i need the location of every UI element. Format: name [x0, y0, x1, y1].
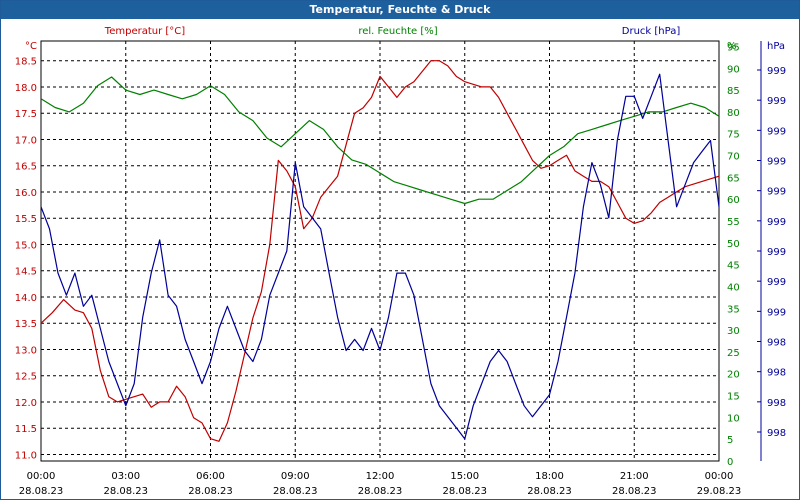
temperature-series-line — [40, 60, 720, 442]
x-tick-time: 18:00 — [535, 471, 564, 482]
pressure-tick-label: 999 — [767, 277, 786, 288]
temperature-tick-label: 16.5 — [15, 162, 37, 173]
humidity-series-line — [40, 76, 720, 205]
x-tick-date: 28.08.23 — [527, 486, 572, 497]
x-tick-date: 28.08.23 — [188, 486, 233, 497]
x-tick-time: 06:00 — [196, 471, 225, 482]
x-tick-date: 28.08.23 — [273, 486, 318, 497]
temperature-tick-label: 13.5 — [15, 319, 37, 330]
temperature-tick-label: 12.0 — [15, 398, 37, 409]
humidity-tick-label: 30 — [727, 326, 740, 337]
x-tick-date: 28.08.23 — [442, 486, 487, 497]
temperature-tick-label: 14.0 — [15, 293, 37, 304]
x-tick-date: 28.08.23 — [612, 486, 657, 497]
x-tick-time: 09:00 — [281, 471, 310, 482]
x-tick-date: 28.08.23 — [103, 486, 148, 497]
x-tick-date: 28.08.23 — [358, 486, 403, 497]
x-tick-time: 00:00 — [705, 471, 734, 482]
temperature-tick-label: 18.5 — [15, 57, 37, 68]
temperature-tick-label: 12.5 — [15, 372, 37, 383]
pressure-tick-label: 998 — [767, 338, 786, 349]
x-tick-date: 28.08.23 — [19, 486, 64, 497]
humidity-tick-label: 95 — [727, 42, 740, 53]
humidity-tick-label: 55 — [727, 217, 740, 228]
pressure-tick-label: 998 — [767, 428, 786, 439]
x-tick-time: 12:00 — [366, 471, 395, 482]
x-tick-time: 00:00 — [27, 471, 56, 482]
temperature-tick-label: 18.0 — [15, 83, 37, 94]
x-tick-date: 29.08.23 — [697, 486, 742, 497]
chart-title: Temperatur, Feuchte & Druck — [1, 1, 799, 19]
legend-temperature: Temperatur [°C] — [104, 26, 185, 37]
temperature-tick-label: 17.5 — [15, 109, 37, 120]
humidity-tick-label: 40 — [727, 282, 740, 293]
pressure-tick-label: 999 — [767, 126, 786, 137]
humidity-unit: % — [727, 41, 737, 52]
humidity-tick-label: 25 — [727, 348, 740, 359]
humidity-tick-label: 45 — [727, 261, 740, 272]
humidity-tick-label: 90 — [727, 64, 740, 75]
humidity-tick-label: 60 — [727, 195, 740, 206]
x-tick-time: 21:00 — [620, 471, 649, 482]
humidity-tick-label: 5 — [727, 435, 733, 446]
pressure-tick-label: 999 — [767, 157, 786, 168]
pressure-tick-label: 999 — [767, 187, 786, 198]
temperature-tick-label: 13.0 — [15, 345, 37, 356]
temperature-tick-label: 11.0 — [15, 450, 37, 461]
pressure-series-line — [40, 73, 720, 440]
humidity-tick-label: 10 — [727, 413, 740, 424]
humidity-tick-label: 35 — [727, 304, 740, 315]
pressure-tick-label: 999 — [767, 66, 786, 77]
pressure-tick-label: 999 — [767, 96, 786, 107]
humidity-tick-label: 75 — [727, 130, 740, 141]
legend-humidity: rel. Feuchte [%] — [358, 26, 437, 37]
x-tick-time: 03:00 — [111, 471, 140, 482]
humidity-tick-label: 15 — [727, 392, 740, 403]
series-layer — [40, 60, 720, 442]
pressure-tick-label: 998 — [767, 368, 786, 379]
temperature-tick-label: 17.0 — [15, 135, 37, 146]
temperature-tick-label: 15.0 — [15, 240, 37, 251]
temperature-tick-label: 16.0 — [15, 188, 37, 199]
humidity-tick-label: 20 — [727, 370, 740, 381]
pressure-tick-label: 999 — [767, 247, 786, 258]
pressure-tick-label: 999 — [767, 217, 786, 228]
temperature-tick-label: 15.5 — [15, 214, 37, 225]
humidity-tick-label: 0 — [727, 457, 733, 468]
humidity-tick-label: 50 — [727, 239, 740, 250]
humidity-tick-label: 70 — [727, 152, 740, 163]
humidity-tick-label: 65 — [727, 173, 740, 184]
humidity-tick-label: 85 — [727, 86, 740, 97]
pressure-unit: hPa — [767, 41, 785, 52]
pressure-tick-label: 998 — [767, 398, 786, 409]
pressure-tick-label: 999 — [767, 307, 786, 318]
grid — [40, 40, 720, 462]
x-tick-time: 15:00 — [450, 471, 479, 482]
humidity-tick-label: 80 — [727, 108, 740, 119]
legend-pressure: Druck [hPa] — [622, 26, 681, 37]
axes-layer: 00:00 28.08.23 03:00 28.08.23 06:00 28.08.23 0… — [15, 26, 786, 497]
temperature-unit: °C — [25, 41, 37, 52]
temperature-tick-label: 11.5 — [15, 424, 37, 435]
temperature-tick-label: 14.5 — [15, 267, 37, 278]
